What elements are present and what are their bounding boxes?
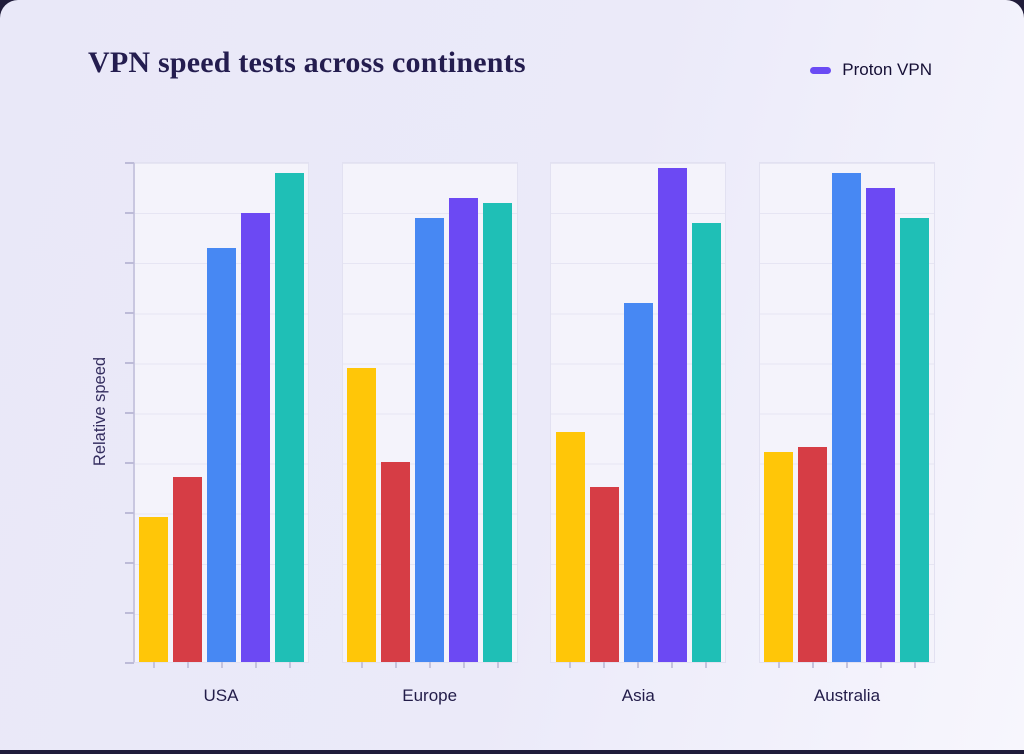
y-axis-tick [125,362,134,364]
x-axis-tick [186,662,189,668]
chart-panel-europe [341,162,518,668]
bar-group [343,163,517,662]
bar-group [135,163,308,662]
x-axis-ticks [135,662,308,670]
bar-provider-blue [832,172,862,662]
bar-provider-teal [275,172,304,662]
category-label: USA [203,686,239,705]
bar-group [760,163,934,662]
x-axis-tick [913,662,916,668]
y-axis-tick [125,412,134,414]
x-axis-ticks [551,662,725,670]
y-axis-tick [125,662,134,664]
x-axis-tick [220,662,223,668]
x-axis-tick [845,662,848,668]
bar-proton-vpn [449,197,479,662]
x-axis-tick [569,662,572,668]
bar-provider-red [589,487,619,662]
bar-provider-yellow [139,517,168,662]
bar-provider-teal [691,222,721,662]
bar-proton-vpn [657,168,687,662]
x-axis-ticks [760,662,934,670]
x-axis-tick [496,662,499,668]
y-axis-tick [125,612,134,614]
chart-panel-asia [550,162,727,668]
legend-label: Proton VPN [842,60,932,79]
bar-provider-red [381,462,411,662]
plot-area [125,162,935,668]
y-axis-tick [125,212,134,214]
x-axis-tick [637,662,640,668]
chart-title: VPN speed tests across continents [88,46,526,79]
x-axis-tick [777,662,780,668]
legend: Proton VPN [810,59,932,81]
category-labels: USA Europe Asia Australia [133,686,935,706]
category-label: Asia [621,686,655,705]
x-axis-tick [394,662,397,668]
x-axis-tick [254,662,257,668]
legend-marker-icon [810,66,832,74]
x-axis-tick [603,662,606,668]
y-axis-tick [125,462,134,464]
x-axis-tick [671,662,674,668]
bar-provider-blue [207,247,236,662]
x-axis-tick [152,662,155,668]
y-axis-tick [125,262,134,264]
y-axis-tick [125,512,134,514]
x-axis-tick [811,662,814,668]
bar-proton-vpn [241,212,270,662]
x-axis-tick [288,662,291,668]
x-axis-tick [705,662,708,668]
y-axis-tick [125,312,134,314]
bar-provider-blue [415,217,445,662]
x-axis-tick [428,662,431,668]
bar-provider-blue [623,302,653,662]
bar-provider-teal [900,217,930,662]
bar-provider-yellow [764,452,794,662]
category-label: Europe [402,686,458,705]
x-axis-tick [879,662,882,668]
x-axis-tick [462,662,465,668]
chart-panel-australia [758,162,935,668]
chart-panel-usa [125,162,309,668]
y-axis-label: Relative speed [91,356,110,466]
bar-provider-red [798,447,828,662]
bar-provider-yellow [555,432,585,662]
y-axis-tick [125,562,134,564]
bar-proton-vpn [866,187,896,662]
category-label: Australia [813,686,881,705]
bar-provider-teal [483,202,513,662]
x-axis-tick [360,662,363,668]
bar-provider-red [173,477,202,662]
bar-provider-yellow [347,367,377,662]
x-axis-ticks [343,662,517,670]
y-axis-tick [125,162,134,164]
bar-group [551,163,725,662]
